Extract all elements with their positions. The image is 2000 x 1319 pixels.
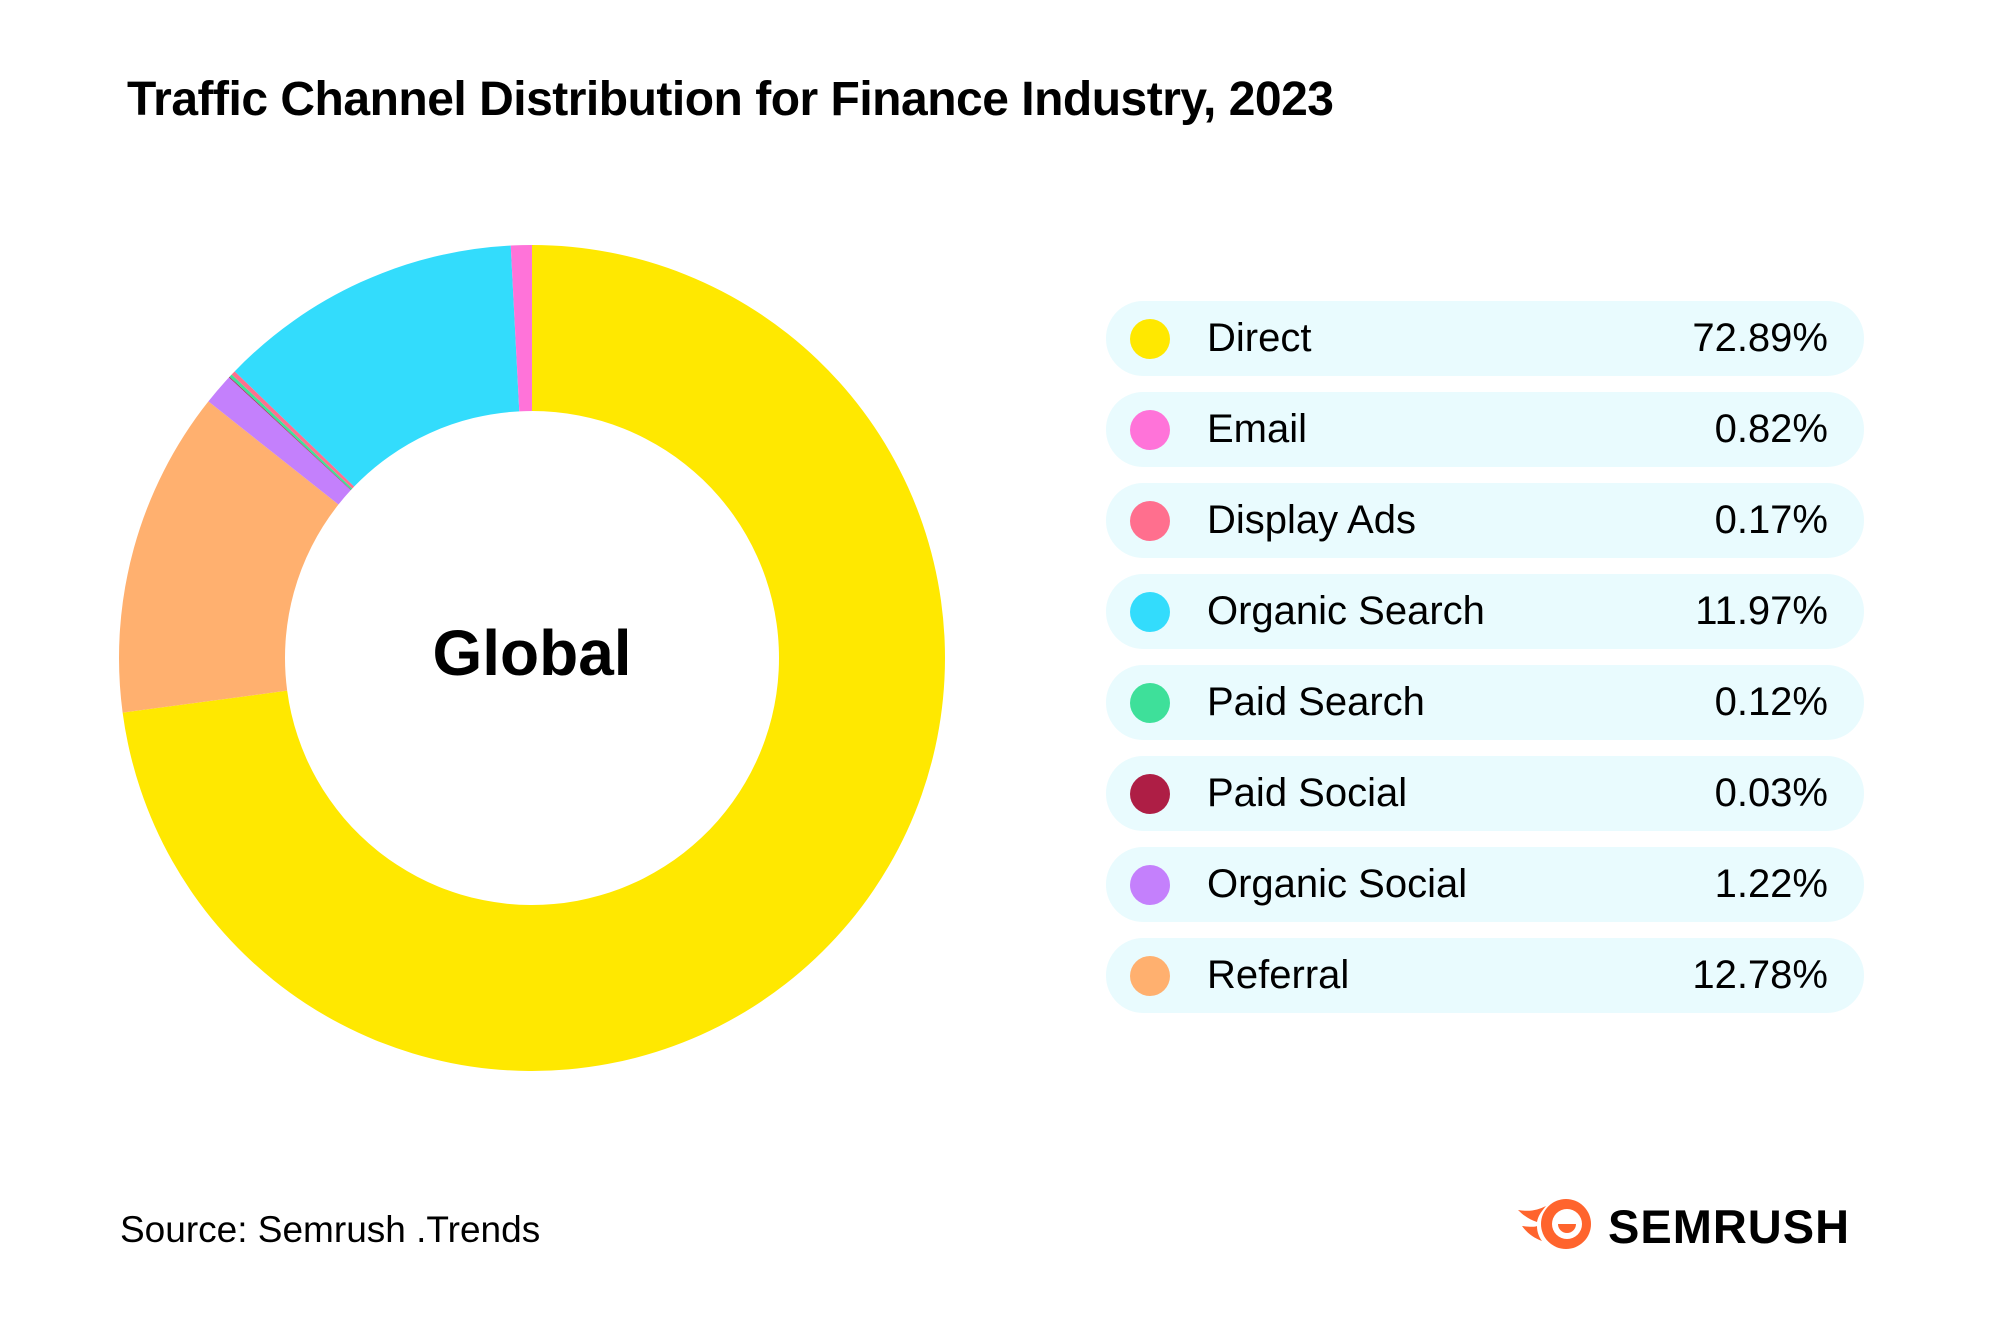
legend-value: 0.17% xyxy=(1714,498,1828,542)
legend-value: 0.82% xyxy=(1714,407,1828,451)
slice-email xyxy=(510,245,532,412)
legend-value: 11.97% xyxy=(1695,589,1828,633)
legend-value: 72.89% xyxy=(1692,316,1828,360)
donut-chart: Global xyxy=(119,245,945,1071)
legend-swatch xyxy=(1130,319,1170,359)
slice-paid-social xyxy=(228,376,352,491)
legend-swatch xyxy=(1130,683,1170,723)
legend-item-direct: Direct 72.89% xyxy=(1106,301,1864,376)
legend-swatch xyxy=(1130,865,1170,905)
slice-organic-search xyxy=(234,245,520,487)
legend-swatch xyxy=(1130,774,1170,814)
legend-item-organic-social: Organic Social 1.22% xyxy=(1106,847,1864,922)
brand-wordmark: SEMRUSH xyxy=(1608,1199,1851,1253)
slice-display-ads xyxy=(231,371,355,489)
legend-swatch xyxy=(1130,956,1170,996)
legend-item-referral: Referral 12.78% xyxy=(1106,938,1864,1013)
legend-value: 1.22% xyxy=(1714,862,1828,906)
legend-value: 12.78% xyxy=(1692,953,1828,997)
legend-item-paid-search: Paid Search 0.12% xyxy=(1106,665,1864,740)
legend-label: Paid Search xyxy=(1207,680,1425,724)
legend-value: 0.03% xyxy=(1714,771,1828,815)
legend-value: 0.12% xyxy=(1714,680,1828,724)
legend: Direct 72.89% Email 0.82% Display Ads 0.17% Or… xyxy=(1106,301,1864,1013)
slice-direct xyxy=(122,245,945,1071)
donut-center-label: Global xyxy=(432,617,631,689)
slice-paid-search xyxy=(229,374,353,490)
legend-label: Organic Social xyxy=(1207,862,1468,906)
source-note: Source: Semrush .Trends xyxy=(120,1209,541,1250)
semrush-fireball-icon xyxy=(1516,1196,1594,1257)
legend-label: Email xyxy=(1207,407,1308,451)
legend-swatch xyxy=(1130,592,1170,632)
legend-label: Direct xyxy=(1207,316,1312,360)
slice-referral xyxy=(119,401,339,713)
brand-logo: SEMRUSH xyxy=(1516,1196,1850,1256)
legend-item-email: Email 0.82% xyxy=(1106,392,1864,467)
donut-slices xyxy=(119,245,945,1071)
legend-label: Organic Search xyxy=(1207,589,1485,633)
legend-item-organic-search: Organic Search 11.97% xyxy=(1106,574,1864,649)
legend-label: Referral xyxy=(1207,953,1350,997)
chart-title: Traffic Channel Distribution for Finance… xyxy=(127,73,1334,126)
legend-item-display-ads: Display Ads 0.17% xyxy=(1106,483,1864,558)
slice-organic-social xyxy=(208,377,351,505)
legend-label: Display Ads xyxy=(1207,498,1416,542)
legend-swatch xyxy=(1130,410,1170,450)
legend-swatch xyxy=(1130,501,1170,541)
legend-label: Paid Social xyxy=(1207,771,1408,815)
legend-item-paid-social: Paid Social 0.03% xyxy=(1106,756,1864,831)
